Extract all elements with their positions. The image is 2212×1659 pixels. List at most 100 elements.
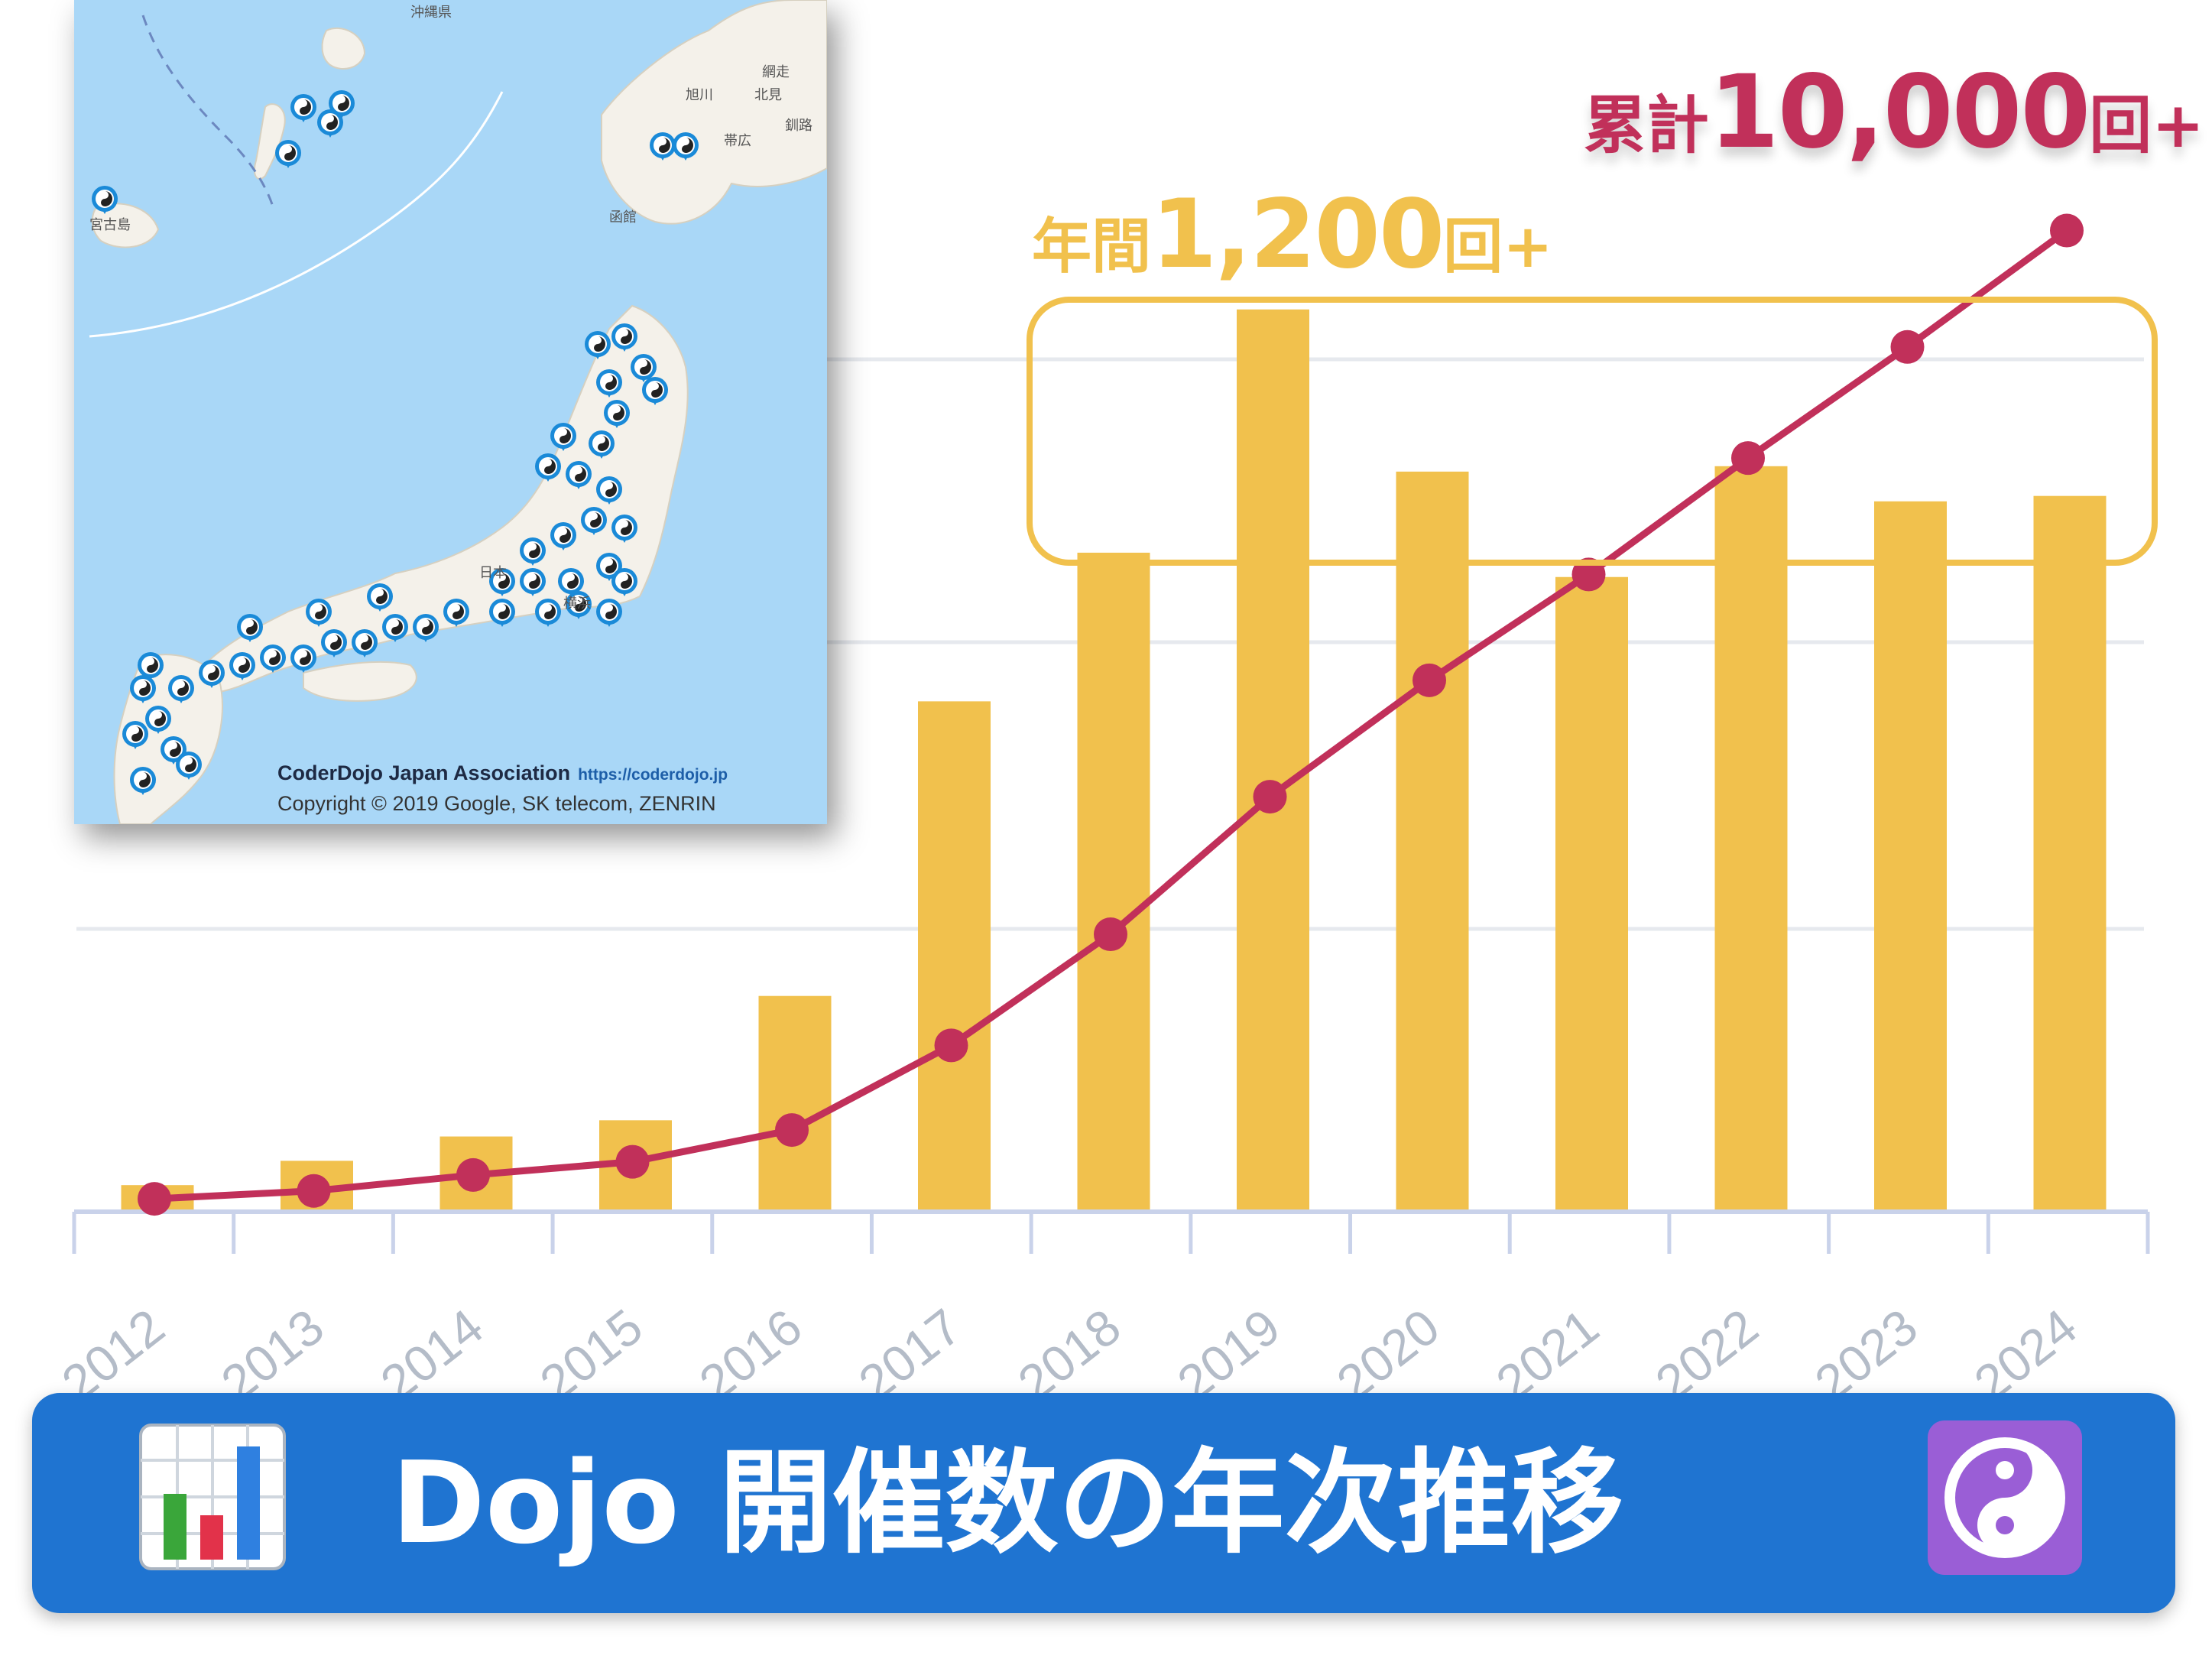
dojo-pin-icon (558, 568, 584, 596)
line-point-2019 (1253, 780, 1287, 814)
bar-2021 (1555, 576, 1628, 1209)
dojo-pin-icon (382, 614, 408, 642)
dojo-pin-icon (550, 522, 576, 550)
map-place-label: 旭川 (686, 87, 713, 102)
cumulative-prefix: 累計 (1583, 89, 1709, 162)
dojo-pin-icon (550, 423, 576, 451)
map-place-label: 沖縄県 (410, 5, 452, 20)
dojo-pin-icon (596, 599, 622, 627)
bar-2023 (1874, 501, 1947, 1209)
dojo-pin-icon (631, 354, 657, 382)
line-point-2021 (1571, 557, 1606, 592)
dojo-pin-icon (642, 377, 668, 405)
line-point-2022 (1731, 441, 1765, 476)
dojo-pin-icon (92, 186, 118, 214)
map-credit: CoderDojo Japan Association https://coder… (277, 761, 728, 785)
dojo-pin-icon (611, 515, 637, 543)
map-place-label: 宮古島 (89, 217, 131, 232)
dojo-pin-icon (176, 752, 202, 780)
okinawa-land (253, 103, 286, 180)
map-credit-text: CoderDojo Japan Association (277, 761, 571, 784)
dojo-pin-icon (306, 599, 332, 627)
dojo-pin-icon (611, 323, 637, 352)
map-place-label: 函館 (609, 209, 637, 225)
dojo-pin-icon (138, 652, 164, 680)
recent-years-highlight-box (1027, 297, 2158, 566)
dojo-pin-icon (413, 614, 439, 642)
dojo-pin-icon (145, 706, 171, 734)
cumulative-number: 10,000 (1708, 54, 2090, 171)
dojo-pin-icon (168, 675, 194, 703)
dojo-pin-icon (237, 614, 263, 642)
line-point-2018 (1094, 917, 1127, 952)
miyako-land (91, 203, 160, 248)
dojo-pin-icon (489, 568, 515, 596)
yin-yang-icon (1944, 1437, 2065, 1558)
map-copyright: Copyright © 2019 Google, SK telecom, ZEN… (277, 792, 716, 815)
shikoku-land (303, 661, 417, 702)
dojo-pin-icon (581, 507, 607, 535)
map-place-label: 横浜 (563, 596, 591, 611)
line-point-2012 (138, 1182, 171, 1216)
dojo-pin-icon (290, 94, 316, 122)
line-point-2015 (615, 1144, 650, 1179)
cumulative-suffix: 回+ (2089, 89, 2204, 162)
map-place-label: 釧路 (785, 118, 812, 133)
dojo-pin-icon (596, 476, 622, 505)
dojo-pin-icon (290, 644, 316, 673)
dojo-pin-icon (317, 109, 343, 138)
title-banner: Dojo 開催数の年次推移 (32, 1393, 2175, 1613)
line-point-2020 (1413, 663, 1446, 697)
map-credit-url: https://coderdojo.jp (578, 766, 728, 784)
dojo-pin-icon (229, 652, 255, 680)
dojo-pin-icon (535, 599, 561, 627)
bar-2019 (1237, 309, 1309, 1209)
annual-count-annotation: 年間1,200回+ (1032, 180, 1553, 290)
japan-dojo-map: 沖縄県旭川 北見 網走帯広 釧路函館日本横浜 宮古島 CoderDojo Japan A… (74, 0, 827, 824)
dojo-pin-icon (199, 660, 225, 688)
line-point-2017 (934, 1028, 968, 1063)
dojo-pin-icon (122, 721, 148, 749)
dojo-pin-icon (321, 629, 347, 657)
dojo-pin-icon (489, 599, 515, 627)
dojo-pin-icon (650, 132, 676, 161)
bar-chart-icon (139, 1424, 286, 1570)
bar-2022 (1714, 466, 1788, 1209)
line-point-2014 (456, 1157, 490, 1192)
bar-2020 (1396, 471, 1469, 1209)
dojo-pin-icon (520, 537, 546, 566)
dojo-pin-icon (566, 461, 592, 489)
banner-title: Dojo 開催数の年次推移 (391, 1437, 1624, 1569)
dojo-pin-icon (535, 453, 561, 482)
bar-2016 (758, 995, 832, 1209)
dojo-pin-icon (260, 644, 286, 673)
annual-number: 1,200 (1151, 180, 1445, 290)
bar-2017 (918, 701, 991, 1209)
dojo-pin-icon (589, 430, 615, 459)
bar-2024 (2033, 495, 2107, 1209)
dojo-pin-icon (566, 591, 592, 619)
dojo-pin-icon (130, 767, 156, 795)
map-place-label: 日本 (479, 565, 507, 580)
dojo-pin-icon (611, 568, 637, 596)
dojo-pin-icon (130, 675, 156, 703)
dojo-pin-icon (520, 568, 546, 596)
map-place-label: 網走 (762, 64, 790, 80)
line-point-2024 (2050, 213, 2084, 248)
dojo-pin-icon (443, 599, 469, 627)
dojo-pin-icon (596, 369, 622, 398)
sea-boundary-line (89, 91, 504, 338)
bar-2018 (1077, 552, 1150, 1209)
dojo-pin-icon (367, 583, 393, 612)
okinawa-land-north (321, 27, 366, 70)
dojo-pin-icon (352, 629, 378, 657)
annual-prefix: 年間 (1032, 213, 1152, 281)
line-point-2013 (297, 1174, 331, 1208)
yin-yang-tile (1928, 1420, 2082, 1575)
line-point-2023 (1890, 330, 1925, 364)
map-place-label: 帯広 (724, 133, 751, 148)
map-place-label: 北見 (754, 87, 782, 102)
dojo-pin-icon (329, 90, 355, 118)
